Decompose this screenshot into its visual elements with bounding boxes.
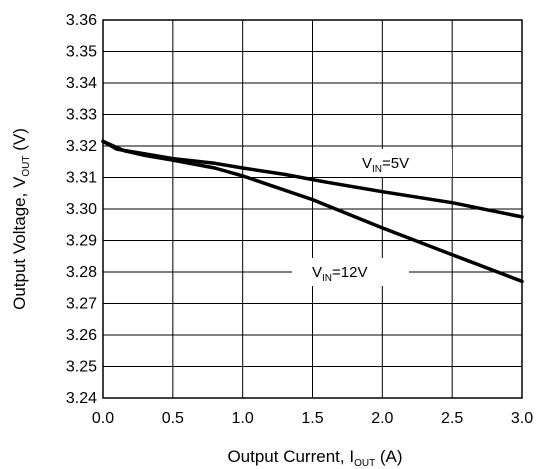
series-label-5v-box [333,149,452,177]
y-tick-label: 3.32 [66,138,97,155]
series-line-12v [101,139,524,284]
x-tick-label: 1.5 [301,410,323,427]
series-label-5v: VIN=5V [362,155,409,175]
y-tick-label: 3.35 [66,44,97,61]
y-tick-label: 3.34 [66,75,97,92]
y-axis-title: Output Voltage, VOUT (V) [10,128,32,310]
x-tick-label: 1.0 [232,410,254,427]
y-tick-label: 3.28 [66,264,97,281]
y-tick-label: 3.25 [66,359,97,376]
grid [102,19,523,399]
y-tick-label: 3.36 [66,12,97,29]
x-tick-label: 3.0 [511,410,533,427]
y-tick-label: 3.24 [66,390,97,407]
y-tick-labels: 3.24 3.25 3.26 3.27 3.28 3.29 3.30 3.31 3.32 3.33… [66,12,97,407]
y-tick-label: 3.33 [66,107,97,124]
x-tick-label: 2.0 [371,410,393,427]
plot-frame [102,19,523,399]
x-tick-label: 2.5 [441,410,463,427]
x-tick-label: 0.5 [162,410,184,427]
y-tick-label: 3.29 [66,233,97,250]
y-tick-label: 3.30 [66,201,97,218]
x-axis-title: Output Current, IOUT (A) [227,447,402,469]
x-tick-labels: 0.0 0.5 1.0 1.5 2.0 2.5 3.0 [92,410,533,427]
series-label-12v: VIN=12V [312,264,367,284]
y-tick-label: 3.26 [66,327,97,344]
series-lines [101,139,524,284]
y-tick-label: 3.27 [66,296,97,313]
series-label-12v-box [292,258,409,286]
x-tick-label: 0.0 [92,410,114,427]
y-tick-label: 3.31 [66,170,97,187]
